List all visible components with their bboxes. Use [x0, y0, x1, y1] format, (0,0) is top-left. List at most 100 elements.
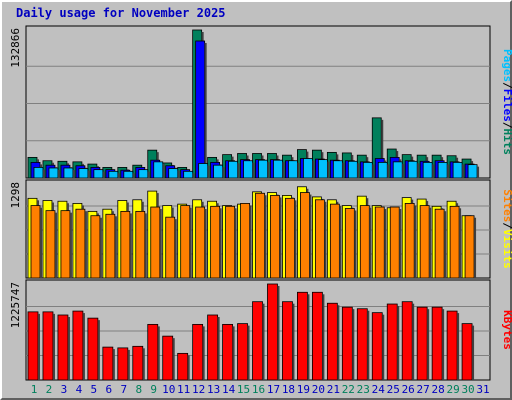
bar-sites-day-19 — [300, 192, 310, 279]
bar-shadow — [387, 164, 390, 178]
bar-kbytes-day-20 — [311, 291, 323, 381]
bar-shadow — [117, 173, 120, 178]
legend-hits-files-pages: Pages/Files/Hits — [501, 49, 512, 155]
bar-shadow — [192, 173, 195, 178]
bar-shadow — [324, 201, 327, 278]
bar-shadow — [262, 303, 265, 380]
bar-files-day-12 — [195, 40, 206, 179]
bar-kbytes-day-24 — [371, 312, 383, 381]
x-tick-label-day-27: 27 — [417, 383, 430, 396]
x-tick-label-day-6: 6 — [106, 383, 113, 396]
y-max-label: 1225747 — [9, 282, 22, 328]
bar-kbytes-day-15 — [237, 323, 248, 381]
bar-shadow — [204, 42, 207, 179]
bar-shadow — [297, 162, 300, 178]
bar-shadow — [414, 205, 417, 278]
legend-entry: Files — [501, 89, 512, 122]
bar-sites-day-10 — [165, 216, 176, 279]
bar-shadow — [367, 310, 370, 380]
bar-kbytes-day-28 — [431, 306, 443, 381]
bar-shadow — [159, 209, 162, 278]
bar-shadow — [142, 348, 145, 380]
bar-shadow — [157, 326, 160, 380]
x-tick-label-day-8: 8 — [135, 383, 142, 396]
bar-pages-day-4 — [78, 168, 89, 179]
bar-shadow — [189, 207, 192, 278]
bar-shadow — [309, 194, 312, 278]
bar-shadow — [217, 316, 220, 380]
bar-shadow — [337, 305, 340, 380]
bar-shadow — [282, 162, 285, 178]
bar-shadow — [202, 326, 205, 380]
bar-shadow — [69, 212, 72, 278]
bar-shadow — [397, 306, 400, 380]
bar-sites-day-29 — [449, 205, 460, 279]
bar-kbytes-day-10 — [162, 335, 174, 381]
x-tick-label-day-7: 7 — [120, 383, 127, 396]
bar-shadow — [382, 314, 385, 380]
bar-shadow — [442, 309, 445, 380]
bar-shadow — [307, 294, 310, 380]
bar-shadow — [459, 208, 462, 278]
x-tick-label-day-2: 2 — [46, 383, 53, 396]
bar-sites-day-26 — [404, 203, 415, 279]
bar-pages-day-25 — [392, 161, 403, 179]
bar-kbytes-day-5 — [87, 317, 99, 381]
bar-kbytes-day-19 — [297, 291, 308, 381]
bar-sites-day-2 — [45, 210, 56, 279]
x-tick-label-day-19: 19 — [297, 383, 310, 396]
bar-sites-day-22 — [344, 208, 355, 279]
bar-shadow — [127, 349, 130, 380]
bar-sites-day-4 — [75, 208, 86, 279]
bar-shadow — [187, 355, 190, 380]
bar-kbytes-day-13 — [207, 314, 219, 381]
bar-shadow — [112, 349, 115, 380]
bar-sites-day-5 — [90, 215, 101, 279]
bar-shadow — [267, 162, 270, 178]
legend-entry: / — [501, 222, 512, 229]
bar-shadow — [417, 163, 420, 178]
bar-shadow — [279, 197, 282, 278]
chart-title: Daily usage for November 2025 — [16, 6, 226, 20]
bar-shadow — [207, 165, 210, 178]
bar-shadow — [369, 207, 372, 278]
bar-kbytes-day-6 — [102, 346, 114, 381]
bar-shadow — [129, 213, 132, 278]
bar-sites-day-23 — [359, 205, 370, 279]
bar-sites-day-20 — [314, 199, 325, 279]
x-tick-label-day-1: 1 — [31, 383, 38, 396]
bar-pages-day-27 — [422, 162, 433, 179]
x-tick-label-day-5: 5 — [91, 383, 98, 396]
bar-sites-day-24 — [374, 206, 385, 279]
bar-shadow — [52, 313, 55, 380]
bar-shadow — [342, 162, 345, 178]
bar-pages-day-22 — [347, 160, 358, 179]
bar-kbytes-day-30 — [461, 323, 473, 381]
bar-kbytes-day-22 — [341, 306, 353, 381]
bar-shadow — [177, 170, 180, 178]
bar-sites-day-25 — [389, 206, 400, 279]
x-tick-label-day-4: 4 — [76, 383, 83, 396]
bar-shadow — [472, 325, 475, 380]
bar-sites-day-14 — [225, 205, 235, 279]
bar-pages-day-2 — [48, 167, 59, 179]
bar-kbytes-day-2 — [42, 311, 54, 381]
bar-shadow — [97, 320, 100, 380]
x-tick-label-day-11: 11 — [177, 383, 190, 396]
x-tick-label-day-14: 14 — [222, 383, 236, 396]
bar-shadow — [162, 163, 165, 178]
bar-sites-day-11 — [180, 205, 191, 279]
bar-sites-day-15 — [240, 203, 250, 279]
x-tick-label-day-9: 9 — [150, 383, 157, 396]
bar-shadow — [38, 313, 40, 380]
legend-kbytes: KBytes — [501, 310, 512, 350]
bar-shadow — [249, 205, 252, 278]
bar-shadow — [457, 313, 460, 380]
bar-kbytes-day-3 — [57, 314, 69, 381]
bar-kbytes-day-8 — [132, 345, 144, 381]
bar-shadow — [87, 170, 90, 178]
bar-kbytes-day-23 — [356, 308, 368, 381]
bar-shadow — [172, 338, 175, 380]
bar-kbytes-day-21 — [326, 302, 338, 381]
